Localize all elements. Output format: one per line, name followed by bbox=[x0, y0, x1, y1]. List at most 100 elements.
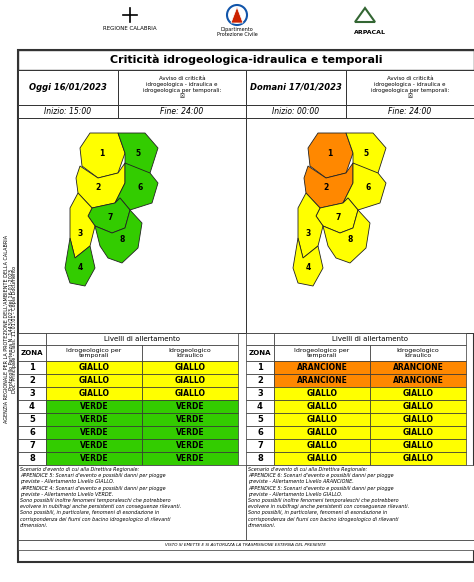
Text: Oggi 16/01/2023: Oggi 16/01/2023 bbox=[29, 83, 107, 92]
Text: 7: 7 bbox=[29, 441, 35, 450]
Text: VERDE: VERDE bbox=[80, 441, 109, 450]
Bar bbox=[370, 452, 466, 465]
Text: 7: 7 bbox=[107, 214, 113, 222]
Text: 4: 4 bbox=[29, 402, 35, 411]
Text: GIALLO: GIALLO bbox=[402, 454, 434, 463]
Text: GIALLO: GIALLO bbox=[402, 389, 434, 398]
Bar bbox=[18, 452, 46, 465]
Text: Avviso di criticità
idrogeologica - idraulica e
idrogeologica per temporali:
☒: Avviso di criticità idrogeologica - idra… bbox=[371, 76, 449, 99]
Text: 2: 2 bbox=[95, 183, 100, 193]
Polygon shape bbox=[80, 133, 125, 178]
Text: 3: 3 bbox=[77, 229, 82, 237]
Bar bbox=[142, 439, 238, 452]
Text: Livelli di allertamento: Livelli di allertamento bbox=[332, 336, 408, 342]
Text: VERDE: VERDE bbox=[80, 415, 109, 424]
Bar bbox=[370, 439, 466, 452]
Bar bbox=[274, 374, 370, 387]
Bar bbox=[246, 374, 274, 387]
Text: 3: 3 bbox=[257, 389, 263, 398]
Text: Protocollo Partenza N. 1443/2023 del 16-01-2023: Protocollo Partenza N. 1443/2023 del 16-… bbox=[9, 268, 13, 389]
Polygon shape bbox=[316, 198, 358, 233]
Bar bbox=[18, 333, 46, 345]
Text: 3: 3 bbox=[305, 229, 310, 237]
Text: 7: 7 bbox=[335, 214, 341, 222]
Polygon shape bbox=[231, 7, 243, 23]
Polygon shape bbox=[308, 133, 353, 178]
Polygon shape bbox=[304, 163, 353, 208]
Text: 5: 5 bbox=[364, 148, 369, 158]
Text: Fine: 24:00: Fine: 24:00 bbox=[388, 107, 432, 116]
Polygon shape bbox=[293, 238, 323, 286]
Text: 6: 6 bbox=[257, 428, 263, 437]
Text: 6: 6 bbox=[137, 183, 143, 193]
Bar bbox=[142, 426, 238, 439]
Bar bbox=[0, 0, 474, 50]
Text: Idrogeologico per
temporali: Idrogeologico per temporali bbox=[294, 347, 350, 359]
Bar bbox=[274, 345, 370, 361]
Bar bbox=[18, 540, 474, 550]
Bar bbox=[246, 70, 346, 105]
Text: 6: 6 bbox=[29, 428, 35, 437]
Bar bbox=[18, 361, 46, 374]
Bar bbox=[46, 387, 142, 400]
Bar bbox=[274, 333, 466, 345]
Bar bbox=[46, 413, 142, 426]
Bar bbox=[246, 452, 274, 465]
Polygon shape bbox=[76, 163, 125, 208]
Bar bbox=[246, 413, 274, 426]
Text: 2: 2 bbox=[257, 376, 263, 385]
Bar bbox=[18, 70, 118, 105]
Bar bbox=[18, 413, 46, 426]
Text: 7: 7 bbox=[257, 441, 263, 450]
Bar bbox=[18, 426, 46, 439]
Bar bbox=[46, 374, 142, 387]
Polygon shape bbox=[88, 198, 130, 233]
Bar bbox=[246, 426, 274, 439]
Bar bbox=[118, 70, 246, 105]
Polygon shape bbox=[346, 133, 386, 178]
Bar bbox=[142, 387, 238, 400]
Polygon shape bbox=[95, 210, 142, 263]
Bar bbox=[142, 400, 238, 413]
Text: Doc. Principale - Class. 11.01.01 - Copia Documento: Doc. Principale - Class. 11.01.01 - Copi… bbox=[12, 265, 18, 393]
Text: ARANCIONE: ARANCIONE bbox=[392, 376, 444, 385]
Bar bbox=[46, 333, 238, 345]
Text: VERDE: VERDE bbox=[176, 441, 204, 450]
Text: GIALLO: GIALLO bbox=[174, 376, 206, 385]
Text: VERDE: VERDE bbox=[176, 428, 204, 437]
Bar bbox=[246, 105, 346, 118]
Bar bbox=[370, 361, 466, 374]
Text: 3: 3 bbox=[29, 389, 35, 398]
Text: VERDE: VERDE bbox=[176, 402, 204, 411]
Bar bbox=[274, 452, 370, 465]
Bar bbox=[18, 400, 46, 413]
Text: 1: 1 bbox=[328, 148, 333, 158]
Bar bbox=[246, 345, 274, 361]
Text: Fine: 24:00: Fine: 24:00 bbox=[160, 107, 204, 116]
Text: ARANCIONE: ARANCIONE bbox=[297, 376, 347, 385]
Text: ARANCIONE: ARANCIONE bbox=[297, 363, 347, 372]
Bar bbox=[18, 374, 46, 387]
Text: 6: 6 bbox=[365, 183, 371, 193]
Polygon shape bbox=[65, 238, 95, 286]
Bar bbox=[18, 387, 46, 400]
Bar bbox=[274, 439, 370, 452]
Bar bbox=[142, 361, 238, 374]
Text: Dipartimento
Protezione Civile: Dipartimento Protezione Civile bbox=[217, 27, 257, 37]
Bar bbox=[46, 345, 142, 361]
Bar bbox=[274, 413, 370, 426]
Polygon shape bbox=[118, 133, 158, 178]
Text: 4: 4 bbox=[77, 264, 82, 272]
Bar bbox=[18, 105, 118, 118]
Bar bbox=[370, 387, 466, 400]
Bar bbox=[46, 439, 142, 452]
Text: Idrogeologico
Idraulico: Idrogeologico Idraulico bbox=[169, 347, 211, 359]
Text: VERDE: VERDE bbox=[176, 415, 204, 424]
Bar bbox=[142, 452, 238, 465]
Bar bbox=[46, 452, 142, 465]
Text: Scenario d'evento di cui alla Direttiva Regionale:
APPENDICE 5: Scenari d'evento: Scenario d'evento di cui alla Direttiva … bbox=[20, 467, 181, 528]
Text: 8: 8 bbox=[257, 454, 263, 463]
Text: GIALLO: GIALLO bbox=[174, 363, 206, 372]
Bar bbox=[246, 387, 274, 400]
Bar bbox=[18, 118, 246, 333]
